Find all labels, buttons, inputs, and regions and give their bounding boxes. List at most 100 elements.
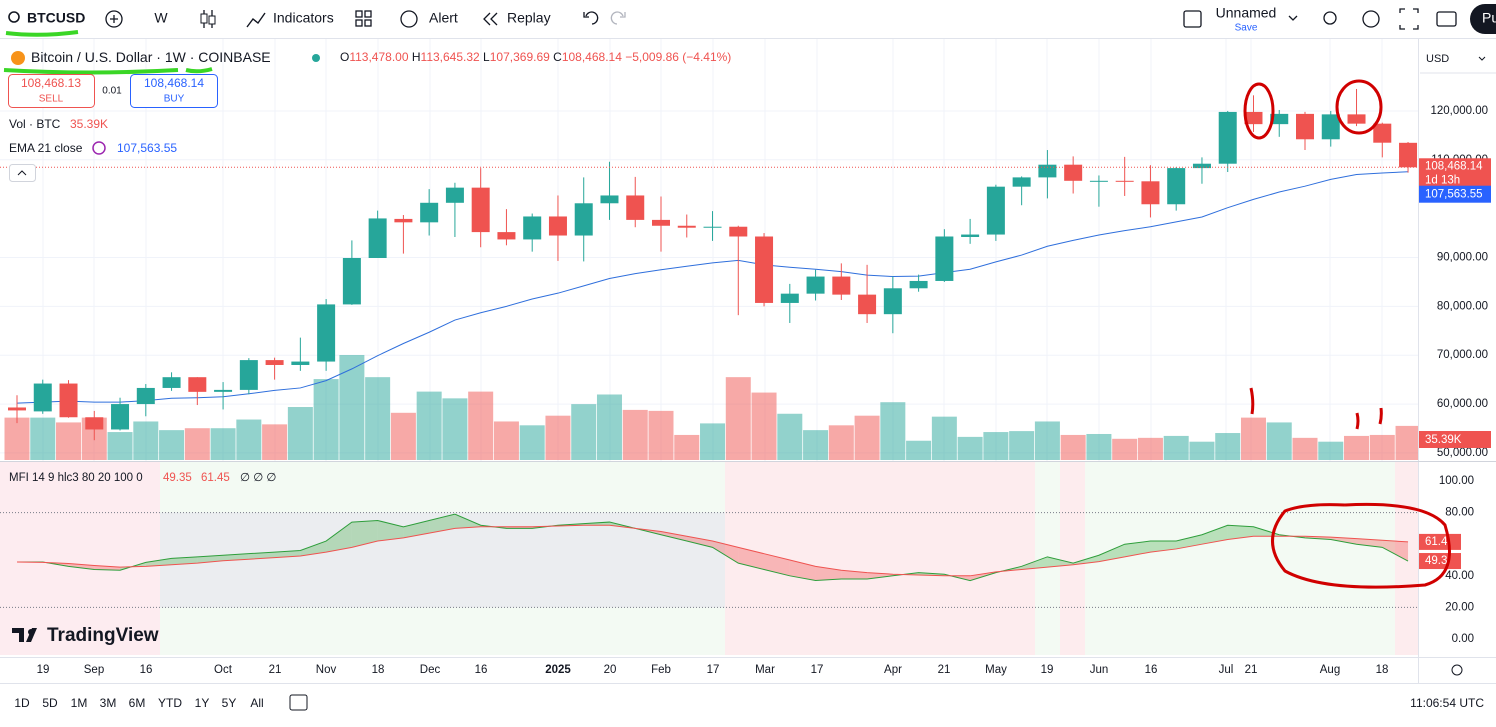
volume-bar — [1215, 433, 1240, 460]
buy-price[interactable]: 108,468.14 — [144, 76, 204, 90]
sell-label[interactable]: SELL — [39, 94, 64, 105]
candle-body — [240, 360, 258, 390]
time-tick-label: Apr — [884, 664, 902, 676]
btc-icon — [11, 51, 25, 65]
currency[interactable]: USD — [1426, 53, 1449, 65]
candle-body — [1116, 181, 1134, 182]
volume-bar — [520, 425, 545, 460]
candle-body — [85, 417, 103, 429]
volume-bar — [674, 435, 699, 460]
volume-bar — [700, 423, 725, 460]
symbol[interactable]: BTCUSD — [27, 10, 85, 26]
range-button[interactable]: 5Y — [222, 696, 237, 710]
candle-body — [214, 390, 232, 392]
time-tick-label: 16 — [140, 664, 153, 676]
brand-name: TradingView — [47, 625, 159, 646]
alert-button[interactable]: Alert — [429, 10, 458, 26]
replay-button[interactable]: Replay — [507, 10, 551, 26]
candle-body — [1219, 112, 1237, 164]
volume-bar — [1396, 426, 1421, 460]
candle-body — [600, 195, 618, 203]
candle-body — [472, 188, 490, 232]
volume-bar — [958, 437, 983, 460]
exchange: COINBASE — [198, 49, 270, 65]
save-label[interactable]: Save — [1235, 23, 1258, 34]
ohlc-value: 108,468.14 — [562, 50, 622, 64]
candle-body — [317, 304, 335, 361]
collapse-legend[interactable] — [10, 165, 36, 182]
volume-bar — [133, 421, 158, 460]
volume-bar — [211, 428, 236, 460]
publish-label[interactable]: Pu — [1482, 10, 1496, 26]
range-button[interactable]: 3M — [100, 696, 117, 710]
axis-settings[interactable] — [1452, 665, 1462, 675]
volume-bar — [777, 414, 802, 460]
candle-body — [1064, 165, 1082, 181]
mfi-value-label: 49.3 — [1425, 555, 1447, 567]
volume-bar — [494, 421, 519, 460]
volume-bar — [1009, 431, 1034, 460]
candle-body — [549, 216, 567, 235]
candle-body — [626, 195, 644, 219]
volume-bar — [185, 428, 210, 460]
volume-bar — [571, 404, 596, 460]
time-tick-label: 2025 — [545, 664, 571, 676]
buy-label[interactable]: BUY — [164, 94, 185, 105]
volume-bar — [545, 416, 570, 460]
volume-bar — [5, 418, 30, 460]
countdown: 1d 13h — [1425, 174, 1460, 186]
price-tick-label: 60,000.00 — [1437, 398, 1488, 410]
volume-bar — [803, 430, 828, 460]
volume-bar — [339, 355, 364, 460]
volume-bar — [855, 416, 880, 460]
volume-bar — [880, 402, 905, 460]
mfi-legend-signal: 61.45 — [201, 472, 230, 484]
range-button[interactable]: All — [250, 696, 263, 710]
candle-body — [807, 277, 825, 294]
volume-bar — [1086, 434, 1111, 460]
interval-button[interactable]: W — [154, 10, 168, 26]
indicators-button[interactable]: Indicators — [273, 10, 334, 26]
time-tick-label: May — [985, 664, 1007, 676]
candle-body — [291, 362, 309, 365]
volume-bar — [288, 407, 313, 460]
mfi-tick-label: 20.00 — [1445, 601, 1474, 613]
candle-body — [1090, 181, 1108, 182]
time-tick-label: Aug — [1320, 664, 1340, 676]
layout-name[interactable]: Unnamed — [1216, 5, 1277, 21]
volume-bar — [391, 413, 416, 460]
candle-body — [935, 237, 953, 281]
time-tick-label: 20 — [604, 664, 617, 676]
candle-body — [446, 188, 464, 203]
range-button[interactable]: YTD — [158, 696, 182, 710]
price-tick-label: 120,000.00 — [1430, 105, 1488, 117]
range-button[interactable]: 5D — [42, 696, 58, 710]
candle-body — [1348, 114, 1366, 123]
candle-body — [678, 226, 696, 228]
range-button[interactable]: 6M — [129, 696, 146, 710]
interval: 1W — [165, 49, 187, 65]
candle-body — [781, 294, 799, 303]
volume-bar — [30, 418, 55, 460]
range-button[interactable]: 1M — [71, 696, 88, 710]
last-price-label: 108,468.14 — [1425, 160, 1483, 172]
range-button[interactable]: 1D — [14, 696, 30, 710]
range-button[interactable]: 1Y — [195, 696, 210, 710]
date-range-icon[interactable] — [290, 695, 307, 710]
ohlc-value: 113,478.00 — [349, 50, 408, 64]
candle-body — [729, 227, 747, 237]
volume-bar — [236, 420, 261, 460]
volume-label: 35.39K — [1425, 434, 1462, 446]
time-tick-label: Dec — [420, 664, 441, 676]
time-tick-label: 21 — [938, 664, 951, 676]
ema-legend: EMA 21 close — [9, 141, 83, 155]
time-tick-label: 19 — [1041, 664, 1054, 676]
symbol-name: Bitcoin / U.S. Dollar — [31, 49, 153, 65]
price-tick-label: 90,000.00 — [1437, 252, 1488, 264]
volume-bar — [597, 394, 622, 460]
time-tick-label: 17 — [811, 664, 824, 676]
candle-body — [343, 258, 361, 304]
candle-body — [266, 360, 284, 365]
sell-price[interactable]: 108,468.13 — [21, 76, 81, 90]
